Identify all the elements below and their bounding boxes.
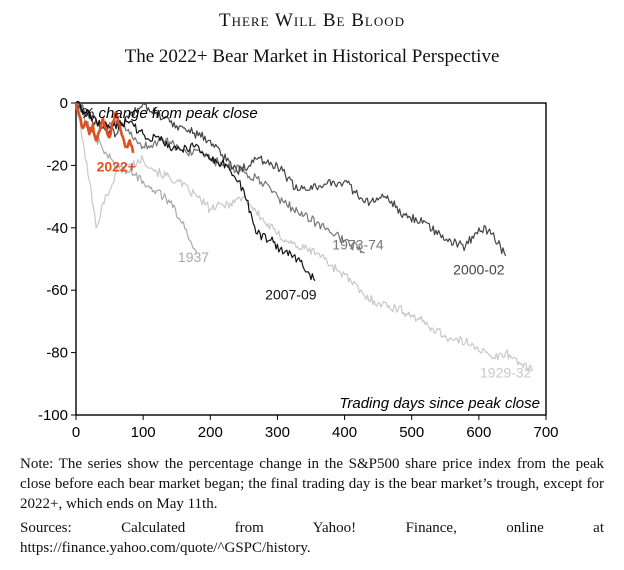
note-text: Note: The series show the percentage cha…	[20, 456, 604, 512]
y-tick-label: -80	[46, 345, 68, 362]
x-tick-label: 600	[466, 424, 491, 441]
annotations-group: 2022+ 1937 1973-74 2000-02 2007-09 1929-32	[97, 159, 532, 381]
x-tick-label: 500	[399, 424, 424, 441]
x-tick-label: 200	[198, 424, 223, 441]
sources-text: Sources: Calculated from Yahoo! Finance,…	[20, 520, 604, 556]
series-label: 2000-02	[453, 262, 505, 278]
series-label: 1929-32	[480, 365, 532, 381]
y-axis-label: % change from peak close	[81, 105, 258, 122]
y-tick-label: -60	[46, 282, 68, 299]
series-line-2000-02	[75, 102, 507, 257]
plot-frame	[75, 102, 547, 416]
y-tick-label: -40	[46, 220, 68, 237]
series-label: 1973-74	[332, 237, 384, 253]
y-tick-label: -100	[38, 407, 68, 424]
series-line-2007-09	[75, 100, 316, 282]
series-line-1929-32	[75, 102, 534, 372]
series-label: 2022+	[97, 159, 136, 175]
chart-subtitle: The 2022+ Bear Market in Historical Pers…	[124, 46, 500, 67]
series-label: 1937	[178, 249, 209, 265]
x-axis-label: Trading days since peak close	[339, 395, 540, 412]
axis-ticks: 0 100 200 300 400 500 600 700 0 -20 -40 -60 -80 -100	[38, 95, 559, 441]
line-chart: 0 100 200 300 400 500 600 7000-20-40-60-80-100 …	[38, 95, 559, 441]
x-tick-label: 300	[265, 424, 290, 441]
x-tick-label: 0	[72, 424, 80, 441]
series-line-2022	[74, 102, 135, 154]
series-group	[74, 100, 534, 372]
x-tick-label: 100	[131, 424, 156, 441]
y-tick-label: -20	[46, 157, 68, 174]
y-tick-label: 0	[60, 95, 68, 112]
chart-title: There Will Be Blood	[219, 10, 405, 31]
x-tick-label: 700	[533, 424, 558, 441]
series-label: 2007-09	[265, 287, 317, 303]
series-line-1937	[75, 102, 198, 254]
x-tick-label: 400	[332, 424, 357, 441]
